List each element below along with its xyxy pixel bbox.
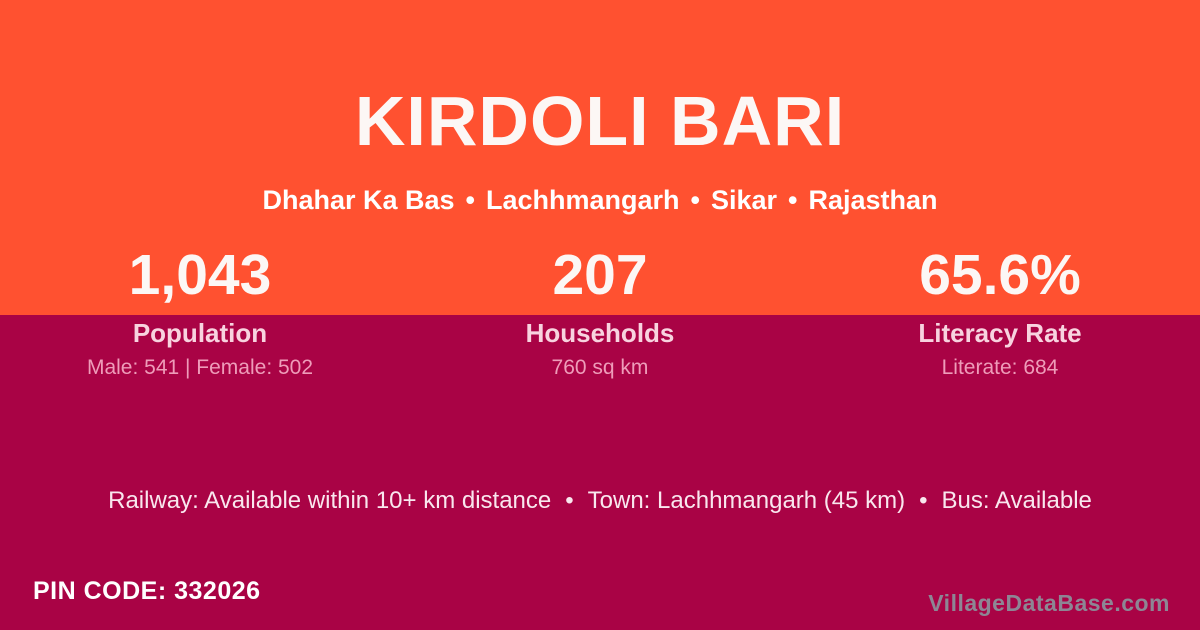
town-info: Town: Lachhmangarh (45 km) xyxy=(587,487,906,514)
literacy-label: Literacy Rate xyxy=(918,318,1082,348)
stat-literacy: 65.6% Literacy Rate Literate: 684 xyxy=(800,240,1200,380)
breadcrumb-separator: • xyxy=(690,185,700,215)
population-value: 1,043 xyxy=(128,243,272,307)
literacy-detail: Literate: 684 xyxy=(941,356,1059,379)
literacy-value: 65.6% xyxy=(919,243,1081,307)
breadcrumb-tehsil: Lachhmangarh xyxy=(485,185,680,215)
page-title: KIRDOLI BARI xyxy=(354,82,846,160)
households-label: Households xyxy=(525,318,675,348)
breadcrumb-village: Dhahar Ka Bas xyxy=(262,185,455,215)
breadcrumb-separator: • xyxy=(465,185,475,215)
households-detail: 760 sq km xyxy=(551,356,649,379)
watermark-brand: VillageDataBase.com xyxy=(928,590,1170,616)
top-band-background xyxy=(0,0,1200,315)
stat-population: 1,043 Population Male: 541 | Female: 502 xyxy=(0,240,400,380)
info-separator: • xyxy=(919,487,928,514)
population-label: Population xyxy=(132,318,268,348)
households-value: 207 xyxy=(552,243,648,307)
railway-info: Railway: Available within 10+ km distanc… xyxy=(108,487,552,514)
bus-info: Bus: Available xyxy=(941,487,1092,514)
stat-households: 207 Households 760 sq km xyxy=(400,240,800,380)
info-separator: • xyxy=(565,487,574,514)
breadcrumb-district: Sikar xyxy=(710,185,778,215)
bottom-band-background xyxy=(0,315,1200,630)
breadcrumb: Dhahar Ka Bas • Lachhmangarh • Sikar • Rajasth… xyxy=(0,184,1200,216)
population-detail: Male: 541 | Female: 502 xyxy=(86,356,314,379)
stats-row: 1,043 Population Male: 541 | Female: 502… xyxy=(0,240,1200,380)
breadcrumb-separator: • xyxy=(788,185,798,215)
breadcrumb-state: Rajasthan xyxy=(808,185,938,215)
pin-code: PIN CODE: 332026 xyxy=(33,577,261,605)
transport-info-line: Railway: Available within 10+ km distanc… xyxy=(0,487,1200,515)
